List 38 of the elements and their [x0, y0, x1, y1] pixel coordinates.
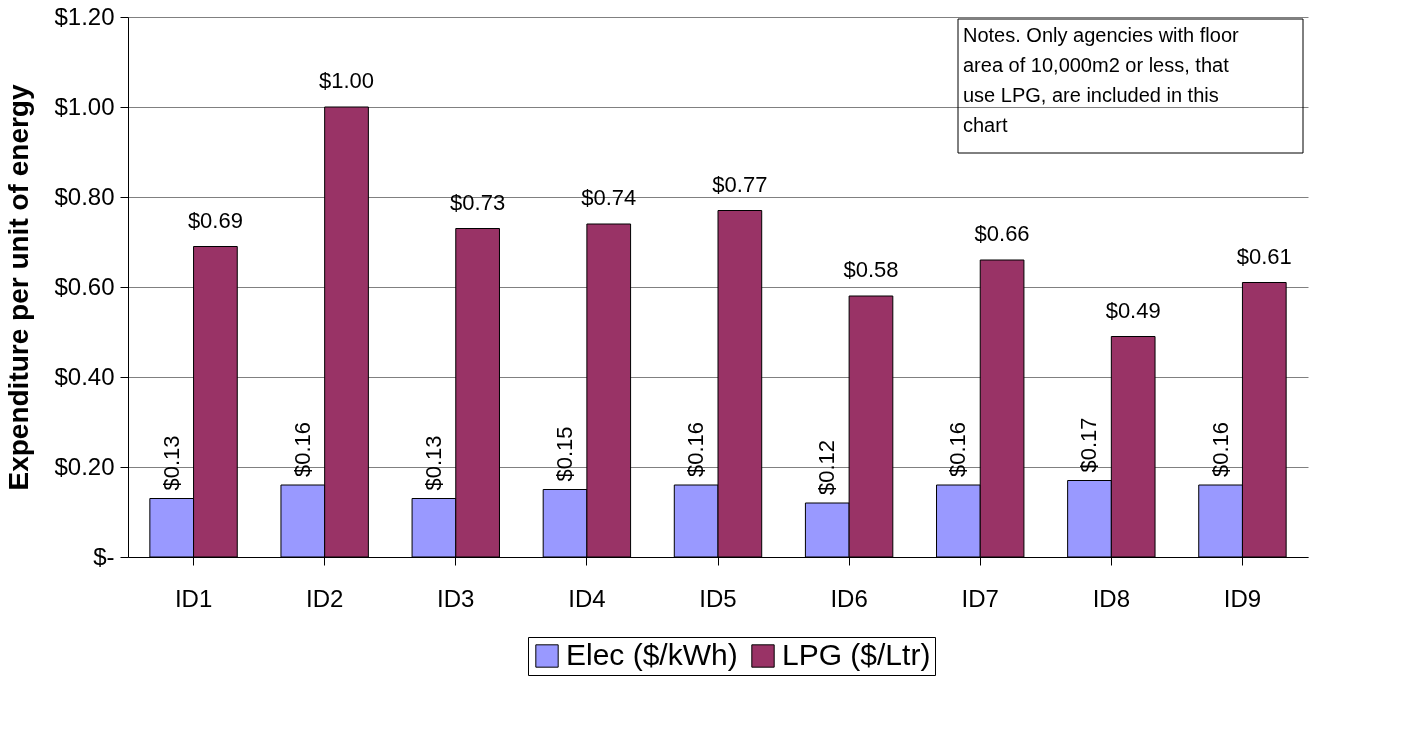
- y-tick-label: $0.60: [54, 272, 115, 300]
- data-label: $0.16: [289, 421, 315, 477]
- data-label: $0.69: [187, 207, 243, 233]
- legend-label: LPG ($/Ltr): [782, 638, 931, 671]
- data-label: $0.15: [552, 426, 578, 482]
- x-tick-label: ID3: [437, 584, 475, 612]
- x-tick-label: ID6: [830, 584, 868, 612]
- x-tick-label: ID1: [174, 584, 213, 612]
- data-label: $0.16: [945, 421, 971, 477]
- x-tick-label: ID9: [1223, 584, 1262, 612]
- data-label: $0.13: [158, 435, 184, 491]
- data-label: $0.49: [1105, 297, 1161, 323]
- x-tick-label: ID2: [305, 584, 344, 612]
- data-label: $0.61: [1236, 243, 1292, 269]
- data-label: $0.12: [814, 439, 840, 495]
- y-tick-label: $0.80: [54, 182, 115, 210]
- x-tick-label: ID8: [1092, 584, 1131, 612]
- y-tick-label: $1.20: [54, 2, 115, 30]
- y-axis-title: Expenditure per unit of energy: [3, 84, 35, 491]
- x-tick-label: ID4: [568, 584, 606, 612]
- annotation: Notes. Only agencies with floor area of 10,000m2 or less, that use LPG, are included in this chart: [963, 24, 1240, 136]
- data-label: $0.74: [581, 185, 637, 210]
- data-label: $0.16: [1207, 421, 1233, 477]
- y-tick-label: $0.40: [54, 362, 115, 390]
- data-label: $0.77: [712, 171, 768, 197]
- y-tick-label: $-: [93, 542, 115, 570]
- y-tick-label: $1.00: [54, 92, 115, 120]
- x-tick-label: ID5: [699, 584, 737, 612]
- data-label: $0.73: [450, 189, 506, 215]
- y-tick-label: $0.20: [54, 452, 115, 480]
- data-label: $0.66: [974, 221, 1030, 246]
- legend-label: Elec ($/kWh): [566, 638, 738, 671]
- x-tick-label: ID7: [961, 584, 999, 612]
- data-label: $0.58: [843, 257, 899, 282]
- data-label: $0.13: [420, 435, 446, 491]
- data-label: $1.00: [318, 68, 375, 93]
- data-label: $0.16: [683, 421, 709, 477]
- data-label: $0.17: [1076, 417, 1102, 473]
